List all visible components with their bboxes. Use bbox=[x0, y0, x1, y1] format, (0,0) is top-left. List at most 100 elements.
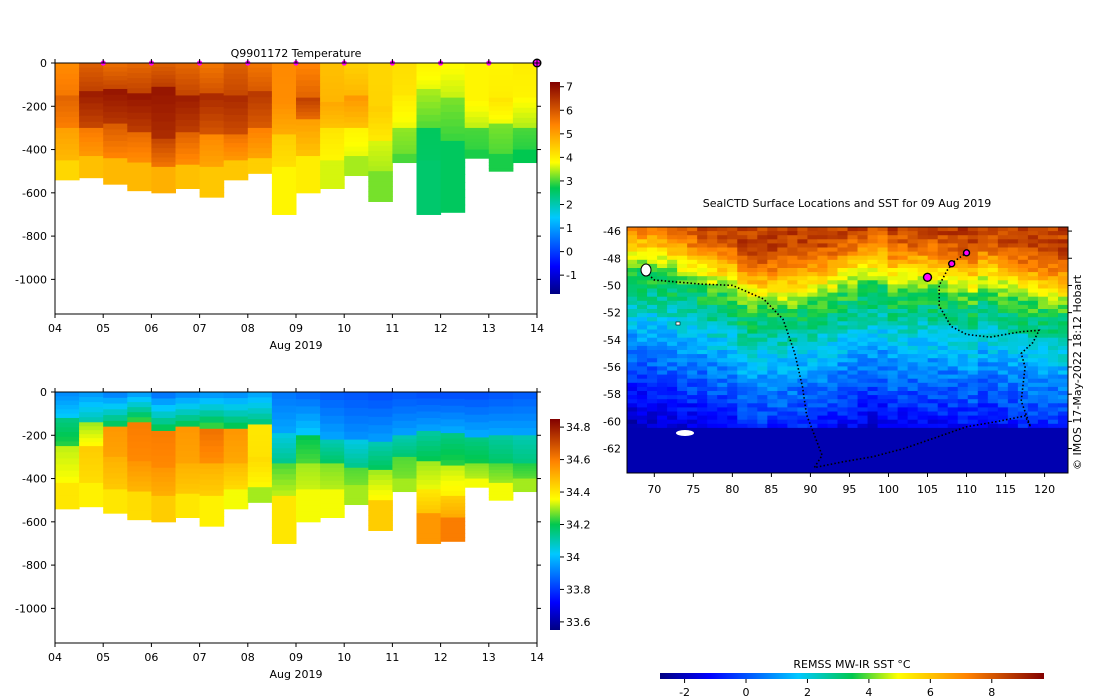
sst-cell bbox=[797, 427, 809, 433]
profile-cell bbox=[320, 455, 345, 460]
sst-cell bbox=[997, 378, 1009, 384]
sst-cell bbox=[697, 313, 708, 318]
sst-cell bbox=[627, 362, 638, 367]
sst-cell bbox=[887, 382, 899, 388]
profile-cell bbox=[175, 95, 201, 103]
sst-cell bbox=[707, 448, 718, 454]
profile-cell bbox=[151, 500, 176, 506]
sst-cell bbox=[917, 321, 929, 326]
sst-cell bbox=[987, 399, 999, 404]
sst-cell bbox=[697, 337, 708, 343]
sst-cell bbox=[697, 468, 708, 473]
sst-cell bbox=[887, 296, 899, 302]
sst-cell bbox=[1007, 272, 1019, 277]
profile-cell bbox=[103, 409, 128, 416]
sst-cell bbox=[1017, 317, 1029, 322]
sst-cell bbox=[847, 419, 859, 425]
sst-cell bbox=[937, 436, 949, 441]
sst-cell bbox=[707, 444, 718, 449]
sst-cell bbox=[1057, 354, 1068, 359]
profile-cell bbox=[416, 484, 442, 490]
sst-cell bbox=[677, 423, 688, 429]
sst-cell bbox=[917, 304, 929, 310]
sst-cell bbox=[1047, 337, 1059, 343]
sst-cell bbox=[637, 358, 648, 363]
sst-cell bbox=[747, 452, 758, 458]
sst-cell bbox=[947, 243, 959, 249]
profile-cell bbox=[151, 78, 176, 84]
sst-cell bbox=[997, 243, 1009, 249]
map-y-tick-label: -46 bbox=[603, 225, 621, 238]
sst-cell bbox=[877, 358, 889, 363]
profile-cell bbox=[368, 156, 393, 162]
sst-cell bbox=[1017, 354, 1029, 359]
sst-cell bbox=[987, 362, 999, 367]
profile-cell bbox=[247, 499, 273, 503]
sst-cell bbox=[897, 354, 909, 359]
sst-cell bbox=[1007, 391, 1019, 396]
sst-cell bbox=[807, 333, 819, 339]
sst-cell bbox=[927, 227, 939, 232]
sst-cell bbox=[967, 304, 979, 310]
profile-cell bbox=[223, 502, 249, 507]
sst-cell bbox=[717, 300, 728, 306]
sst-cell bbox=[1037, 341, 1049, 347]
profile-cell bbox=[416, 67, 442, 73]
sst-cell bbox=[627, 227, 638, 232]
sst-cell bbox=[737, 464, 748, 470]
sst-cell bbox=[697, 309, 708, 314]
sst-cell bbox=[727, 276, 738, 281]
profile-cell bbox=[103, 152, 128, 159]
sst-cell bbox=[627, 403, 638, 408]
sst-cell bbox=[777, 227, 788, 232]
sst-cell bbox=[627, 432, 638, 437]
sst-cell bbox=[897, 403, 909, 408]
profile-cell bbox=[440, 480, 466, 487]
sst-cell bbox=[807, 280, 819, 285]
sst-cell bbox=[1007, 300, 1019, 306]
sst-cell bbox=[927, 300, 939, 306]
sst-cell bbox=[637, 325, 648, 331]
sst-cell bbox=[1017, 423, 1029, 429]
sst-cell bbox=[687, 399, 698, 404]
seal-highlight-points bbox=[922, 249, 971, 282]
sst-cell bbox=[707, 464, 718, 470]
sst-cell bbox=[987, 432, 999, 437]
sst-cell bbox=[817, 358, 829, 363]
profile-cell bbox=[440, 158, 466, 164]
profile-cell bbox=[464, 465, 490, 469]
sst-cell bbox=[787, 411, 798, 417]
profile-cell bbox=[79, 163, 104, 168]
sst-cell bbox=[867, 427, 879, 433]
sst-cell bbox=[917, 333, 929, 339]
sst-cell bbox=[647, 288, 658, 294]
sst-cell bbox=[1047, 272, 1059, 277]
sst-cell bbox=[857, 362, 869, 367]
sst-cell bbox=[997, 456, 1009, 462]
sst-cell bbox=[657, 382, 668, 388]
sst-cell bbox=[777, 382, 788, 388]
sst-cell bbox=[907, 415, 919, 421]
profile-cell bbox=[416, 505, 442, 510]
profile-cell bbox=[127, 417, 152, 423]
profile-cell bbox=[488, 133, 514, 140]
sst-cell bbox=[927, 263, 939, 269]
sst-cell bbox=[857, 300, 869, 306]
map-title: SealCTD Surface Locations and SST for 09… bbox=[703, 197, 992, 210]
sst-cell bbox=[1057, 374, 1068, 380]
profile-cell bbox=[464, 117, 490, 124]
sst-cell bbox=[967, 341, 979, 347]
profile-cell bbox=[320, 476, 345, 482]
sst-cell bbox=[957, 235, 969, 240]
sst-cell bbox=[687, 403, 698, 408]
sst-cell bbox=[847, 321, 859, 326]
sst-cell bbox=[737, 239, 748, 244]
sst-cell bbox=[697, 456, 708, 462]
sst-cell bbox=[997, 239, 1009, 244]
sst-cell bbox=[847, 436, 859, 441]
x-tick-label: 13 bbox=[482, 651, 496, 664]
sst-cell bbox=[897, 444, 909, 449]
profile-cell bbox=[296, 463, 321, 469]
sst-cell bbox=[777, 255, 788, 261]
sst-cell bbox=[777, 362, 788, 367]
